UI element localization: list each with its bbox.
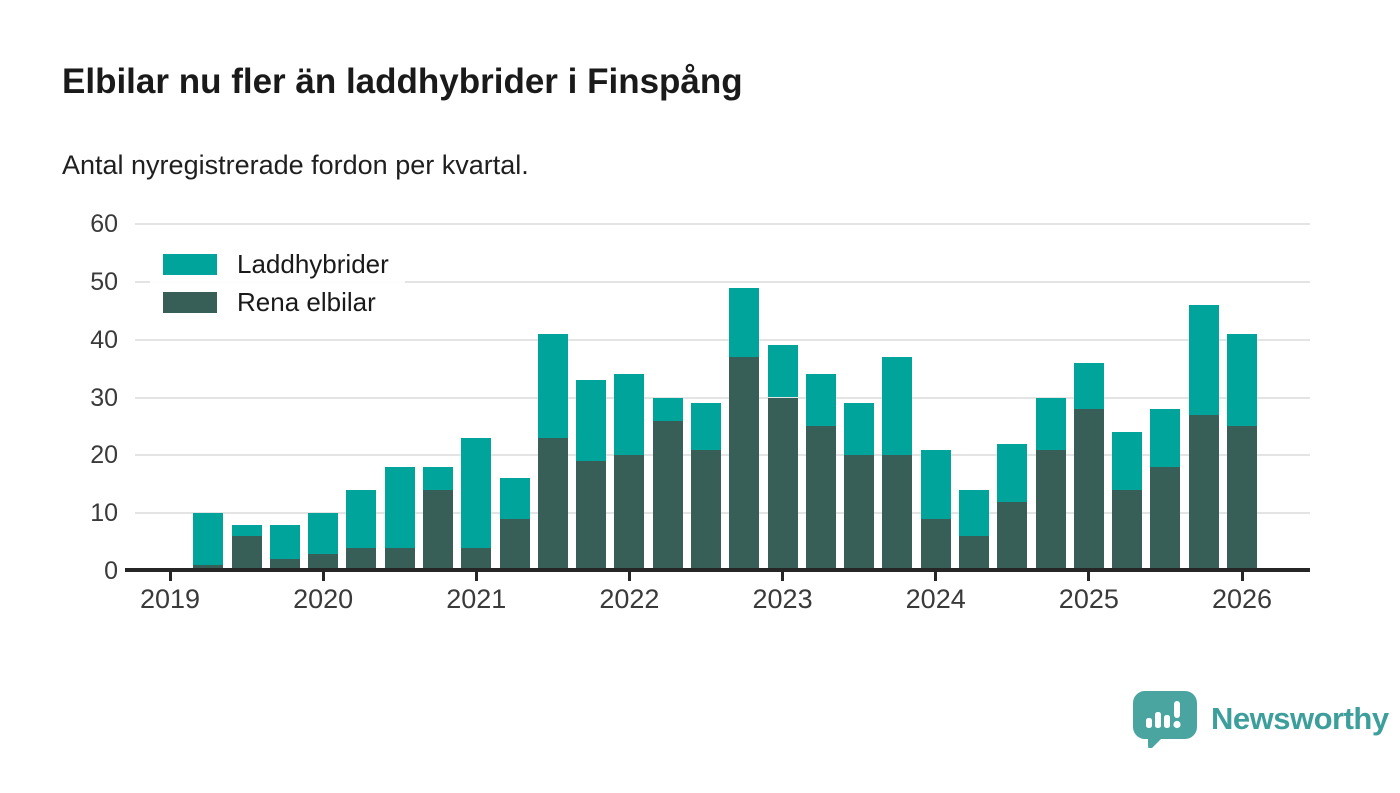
bar-laddhybrider [614,374,645,456]
x-axis-label: 2026 [1211,584,1273,614]
bar-laddhybrider [231,524,262,537]
bar-rena-elbilar [537,437,568,571]
bar-rena-elbilar [805,426,836,571]
legend-swatch-laddhybrider [163,253,217,275]
gridline [135,396,1310,399]
gridline [135,338,1310,341]
bar-laddhybrider [767,345,798,398]
x-axis-label: 2019 [139,584,201,614]
x-axis-tick [474,572,478,581]
y-axis-label: 20 [90,441,118,470]
gridline [135,454,1310,457]
legend-item-rena-elbilar: Rena elbilar [163,287,389,317]
bar-rena-elbilar [1150,466,1181,571]
bar-rena-elbilar [231,536,262,571]
bar-rena-elbilar [997,501,1028,571]
bar-laddhybrider [576,380,607,462]
bar-laddhybrider [1035,397,1066,450]
y-axis-label: 0 [104,557,118,585]
bar-laddhybrider [537,333,568,438]
legend-item-laddhybrider: Laddhybrider [163,249,389,279]
bar-rena-elbilar [614,455,645,571]
bar-laddhybrider [499,478,530,519]
x-axis-tick [1240,572,1244,581]
bar-laddhybrider [1112,432,1143,491]
bar-laddhybrider [882,357,913,456]
bar-laddhybrider [461,437,492,548]
bar-rena-elbilar [346,547,377,571]
bar-rena-elbilar [767,397,798,571]
bar-rena-elbilar [423,490,453,571]
bar-laddhybrider [1227,333,1257,427]
newsworthy-logo-icon [1133,691,1197,748]
y-axis-label: 10 [90,499,118,528]
bar-laddhybrider [1073,362,1104,410]
gridline [135,512,1310,515]
y-axis-label: 30 [90,383,118,412]
x-axis-label: 2020 [293,584,354,614]
bar-rena-elbilar [691,449,721,571]
chart-title: Elbilar nu fler än laddhybrider i Finspå… [62,62,743,101]
bar-rena-elbilar [269,559,300,571]
x-axis-tick [321,572,325,581]
bar-laddhybrider [805,374,836,427]
bar-laddhybrider [997,443,1028,502]
bar-rena-elbilar [1112,490,1143,571]
bar-laddhybrider [920,449,951,519]
bar-rena-elbilar [308,553,339,571]
bar-laddhybrider [193,513,224,566]
x-axis-tick [168,572,172,581]
bar-rena-elbilar [959,536,989,571]
legend-swatch-rena-elbilar [163,291,217,313]
bar-laddhybrider [652,397,683,421]
bar-laddhybrider [346,490,377,548]
bar-rena-elbilar [576,461,607,571]
x-axis-line [125,568,1310,572]
bar-rena-elbilar [882,455,913,571]
bar-laddhybrider [691,403,721,450]
y-axis-label: 40 [90,325,118,354]
bar-laddhybrider [1150,409,1181,467]
bar-rena-elbilar [920,518,951,571]
bar-laddhybrider [384,466,415,548]
legend: Laddhybrider Rena elbilar [150,240,405,331]
x-axis-tick [781,572,785,581]
brand-footer: Newsworthy [1132,690,1389,748]
x-axis-label: 2023 [752,584,813,614]
bar-rena-elbilar [652,420,683,571]
y-axis-label: 50 [90,267,118,296]
bar-rena-elbilar [384,547,415,571]
bar-laddhybrider [1188,304,1219,415]
bar-rena-elbilar [1188,414,1219,571]
bar-rena-elbilar [729,357,760,571]
chart-subtitle: Antal nyregistrerade fordon per kvartal. [62,150,529,180]
y-axis-label: 60 [90,210,118,238]
bar-rena-elbilar [844,455,875,571]
x-axis-label: 2021 [446,584,507,614]
bar-rena-elbilar [1073,409,1104,571]
bar-laddhybrider [959,490,989,537]
x-axis-label: 2024 [905,584,966,614]
bar-rena-elbilar [1227,426,1257,571]
x-axis-label: 2022 [599,584,660,614]
bar-laddhybrider [729,287,760,357]
bar-rena-elbilar [1035,449,1066,571]
bar-laddhybrider [308,513,339,554]
brand-name: Newsworthy [1211,701,1389,736]
gridline [135,280,1310,283]
bar-rena-elbilar [461,547,492,571]
bar-laddhybrider [844,403,875,456]
x-axis-label: 2025 [1058,584,1119,614]
x-axis-tick [1087,572,1091,581]
legend-label-rena-elbilar: Rena elbilar [237,287,376,317]
bar-laddhybrider [423,466,453,491]
bar-rena-elbilar [499,518,530,571]
legend-label-laddhybrider: Laddhybrider [237,249,389,279]
x-axis-tick [627,572,631,581]
gridline [135,223,1310,225]
x-axis-tick [934,572,938,581]
bar-laddhybrider [269,524,300,560]
